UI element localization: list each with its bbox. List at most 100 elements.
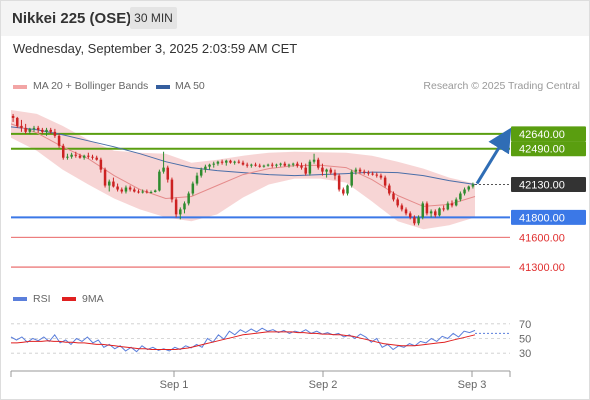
- rsi-line: [10, 327, 476, 353]
- level-tag-42490.00: [511, 141, 586, 157]
- level-label-42130.00: 42130.00: [519, 180, 565, 192]
- key-levels: [11, 132, 510, 268]
- rsi-tick-50: 50: [519, 334, 531, 346]
- candle-body: [271, 164, 274, 166]
- candle-body: [258, 165, 261, 167]
- header-bar: [0, 0, 590, 36]
- candle-body: [166, 167, 170, 180]
- candle-body: [241, 162, 245, 165]
- candle-body: [325, 169, 328, 172]
- bollinger-band-area: [11, 110, 475, 230]
- candle-body: [446, 203, 450, 210]
- candle-body: [158, 171, 161, 191]
- projection-arrow: [475, 127, 512, 185]
- candle-body: [463, 189, 466, 194]
- candle-body: [358, 169, 362, 172]
- candle-body: [233, 161, 236, 163]
- candle-body: [116, 186, 119, 190]
- candle-body: [379, 175, 383, 178]
- level-label-42640.00: 42640.00: [519, 129, 565, 141]
- instrument-title: Nikkei 225 (OSE): [12, 10, 132, 27]
- level-label-41600.00: 41600.00: [519, 232, 565, 244]
- candle-body: [133, 189, 136, 192]
- candle-body: [400, 205, 404, 210]
- candle-body: [392, 193, 395, 200]
- candle-body: [312, 159, 316, 162]
- x-tick-label-0: Sep 1: [160, 379, 189, 391]
- candle-body: [296, 163, 299, 166]
- candle-body: [316, 159, 320, 168]
- candle-body: [199, 169, 203, 176]
- candle-body: [82, 155, 86, 158]
- candle-body: [321, 167, 324, 172]
- x-tick-label-2: Sep 3: [458, 379, 487, 391]
- candle-body: [266, 164, 270, 166]
- candle-body: [61, 145, 65, 158]
- rsi-9ma-line: [11, 331, 476, 350]
- candle-body: [342, 189, 345, 194]
- candle-body: [91, 156, 94, 158]
- candle-body: [467, 186, 470, 190]
- candle-body: [162, 167, 165, 172]
- candle-body: [195, 175, 199, 184]
- level-label-41300.00: 41300.00: [519, 262, 565, 274]
- candle-body: [250, 164, 253, 166]
- candle-body: [429, 211, 433, 214]
- candle-body: [99, 159, 103, 170]
- bollinger-bands: [11, 110, 475, 230]
- ma50-line: [10, 126, 476, 185]
- ma20-line: [10, 123, 476, 207]
- timestamp: Wednesday, September 3, 2025 2:03:59 AM …: [13, 41, 298, 56]
- candle-body: [438, 208, 441, 216]
- candle-body: [362, 171, 366, 173]
- candle-body: [120, 189, 124, 192]
- legend-swatch-ma50: [156, 85, 170, 89]
- candle-body: [417, 217, 420, 224]
- candle-body: [354, 169, 358, 172]
- candle-body: [375, 174, 379, 176]
- candle-body: [329, 169, 333, 173]
- candle-body: [333, 172, 337, 176]
- candle-body: [95, 157, 98, 160]
- legend-ma20: MA 20 + Bollinger Bands: [33, 80, 149, 92]
- candle-body: [41, 129, 44, 132]
- candle-body: [187, 193, 190, 204]
- candle-body: [291, 163, 295, 165]
- candle-body: [454, 199, 458, 206]
- candle-body: [141, 191, 144, 193]
- candle-body: [191, 183, 195, 194]
- candle-body: [112, 181, 115, 187]
- candle-body: [216, 161, 220, 164]
- rsi-tick-70: 70: [519, 319, 531, 331]
- candle-body: [421, 203, 425, 218]
- level-tag-42640.00: [511, 126, 586, 142]
- candle-body: [459, 193, 462, 200]
- candle-body: [388, 185, 391, 194]
- candle-body: [70, 154, 73, 157]
- credit-text: Research © 2025 Trading Central: [423, 80, 580, 92]
- candle-body: [208, 164, 211, 167]
- candle-body: [124, 187, 128, 192]
- candle-body: [237, 161, 241, 163]
- candle-body: [396, 199, 399, 206]
- candle-body: [179, 209, 182, 215]
- candle-body: [245, 164, 249, 166]
- candle-body: [308, 161, 312, 174]
- candle-body: [78, 155, 82, 158]
- candle-body: [450, 203, 454, 206]
- candle-body: [283, 163, 287, 166]
- candle-body: [145, 191, 149, 193]
- candle-body: [204, 166, 207, 170]
- candle-body: [45, 129, 48, 132]
- candle-body: [36, 127, 40, 130]
- candle-body: [287, 164, 291, 166]
- candle-body: [434, 211, 437, 216]
- candle-body: [346, 185, 349, 194]
- candle-body: [32, 127, 36, 129]
- candle-body: [300, 165, 303, 168]
- candle-body: [87, 155, 90, 157]
- candle-body: [28, 128, 32, 132]
- interval-button[interactable]: 30 MIN: [130, 7, 177, 29]
- candle-body: [262, 165, 266, 167]
